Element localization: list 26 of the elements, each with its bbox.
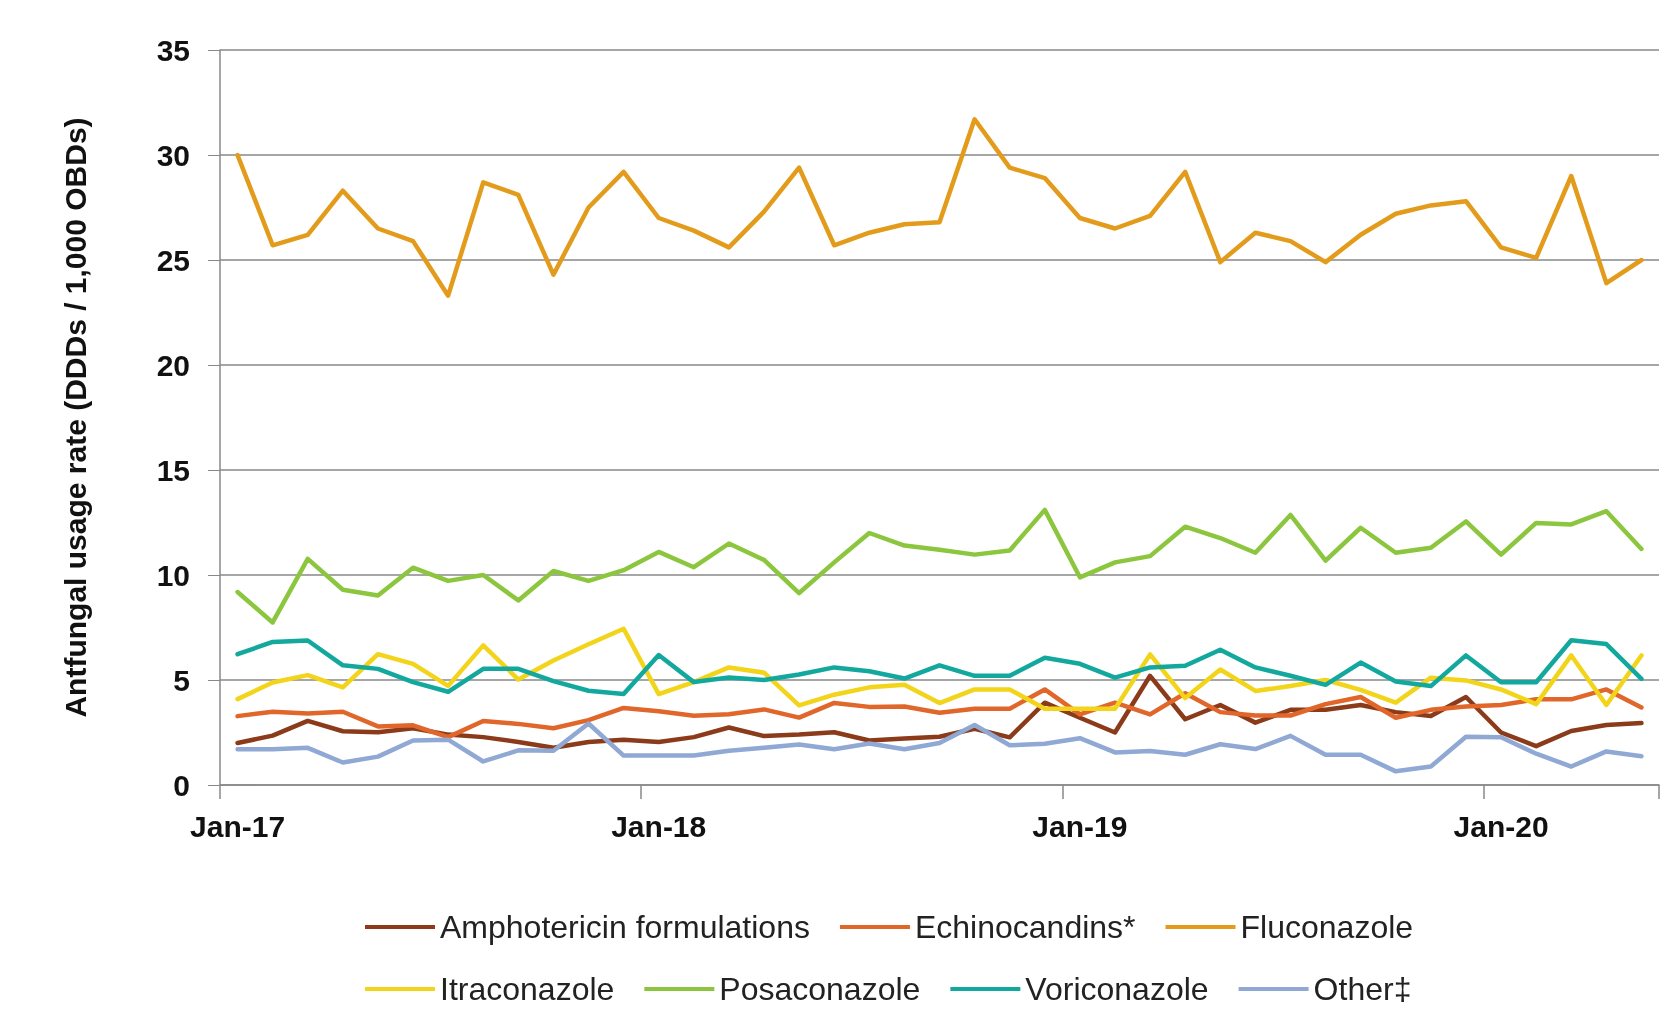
legend-label: Fluconazole	[1240, 909, 1414, 945]
legend-label: Echinocandins*	[914, 909, 1136, 945]
legend-label: Posaconazole	[719, 971, 921, 1007]
legend-label: Itraconazole	[440, 971, 615, 1007]
y-tick-label: 25	[156, 243, 190, 277]
legend-label: Voriconazole	[1025, 971, 1209, 1007]
y-axis-title: Antfungal usage rate (DDDs / 1,000 OBDs)	[58, 117, 92, 718]
y-tick-label: 5	[173, 663, 190, 697]
y-tick-label: 35	[156, 33, 190, 67]
line-series	[235, 507, 1644, 625]
y-tick-label: 10	[156, 558, 190, 592]
line-series	[235, 687, 1644, 740]
legend-label: Amphotericin formulations	[440, 909, 810, 945]
x-tick-label: Jan-18	[611, 809, 707, 843]
line-series	[235, 626, 1644, 712]
x-tick-label: Jan-19	[1032, 809, 1128, 843]
legend-label: Other‡	[1313, 971, 1412, 1007]
y-tick-label: 15	[156, 453, 190, 487]
line-series	[235, 117, 1644, 298]
line-series	[235, 638, 1644, 697]
line-series	[235, 721, 1644, 774]
y-tick-label: 0	[173, 768, 190, 802]
x-tick-label: Jan-20	[1453, 809, 1549, 843]
y-tick-label: 30	[156, 138, 190, 172]
x-tick-label: Jan-17	[190, 809, 286, 843]
y-tick-label: 20	[156, 348, 190, 382]
